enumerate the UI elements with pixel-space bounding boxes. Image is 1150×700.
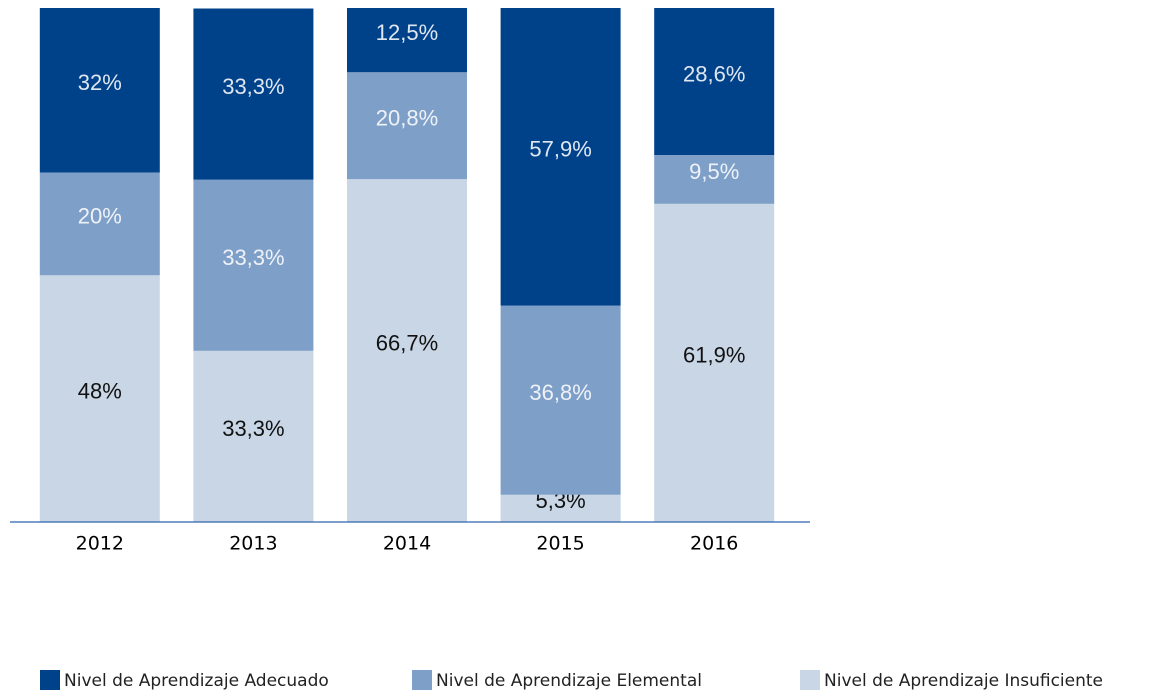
data-label: 66,7% [376,330,438,355]
bar-segment [347,179,467,523]
bar-segment [500,8,621,306]
legend-label: Nivel de Aprendizaje Elemental [436,671,702,691]
x-tick-label: 2014 [383,533,431,555]
data-label: 20,8% [376,106,438,131]
x-tick-label: 2012 [76,533,124,555]
data-label: 33,3% [222,245,284,270]
data-label: 36,8% [529,380,591,405]
data-label: 33,3% [222,416,284,441]
legend-swatch [412,670,432,690]
bar-segment [39,172,160,276]
data-label: 48% [78,378,122,403]
legend-label: Nivel de Aprendizaje Insuficiente [824,671,1103,691]
legend-swatch [800,670,820,690]
x-tick-label: 2016 [690,533,738,555]
bar-segment [654,8,775,156]
data-label: 57,9% [529,137,591,162]
legend-label: Nivel de Aprendizaje Adecuado [64,671,329,691]
bar-segment [500,494,621,522]
bar-segment [193,8,314,180]
data-label: 33,3% [222,74,284,99]
bar-segment [193,179,314,351]
x-tick-label: 2013 [229,533,277,555]
data-label: 28,6% [683,61,745,86]
data-label: 9,5% [689,159,739,184]
bar-segment [347,8,467,73]
bar-segment [654,203,775,523]
bar-segment [39,275,160,522]
bar-segment [654,155,775,204]
bar-segment [347,72,467,180]
data-label: 32% [78,70,122,95]
bar-segment [193,350,314,522]
x-tick-label: 2015 [536,533,584,555]
data-label: 20% [78,204,122,229]
data-label: 61,9% [683,343,745,368]
bar-segment [500,305,621,495]
data-label: 12,5% [376,20,438,45]
bar-segment [39,8,160,173]
legend-swatch [40,670,60,690]
